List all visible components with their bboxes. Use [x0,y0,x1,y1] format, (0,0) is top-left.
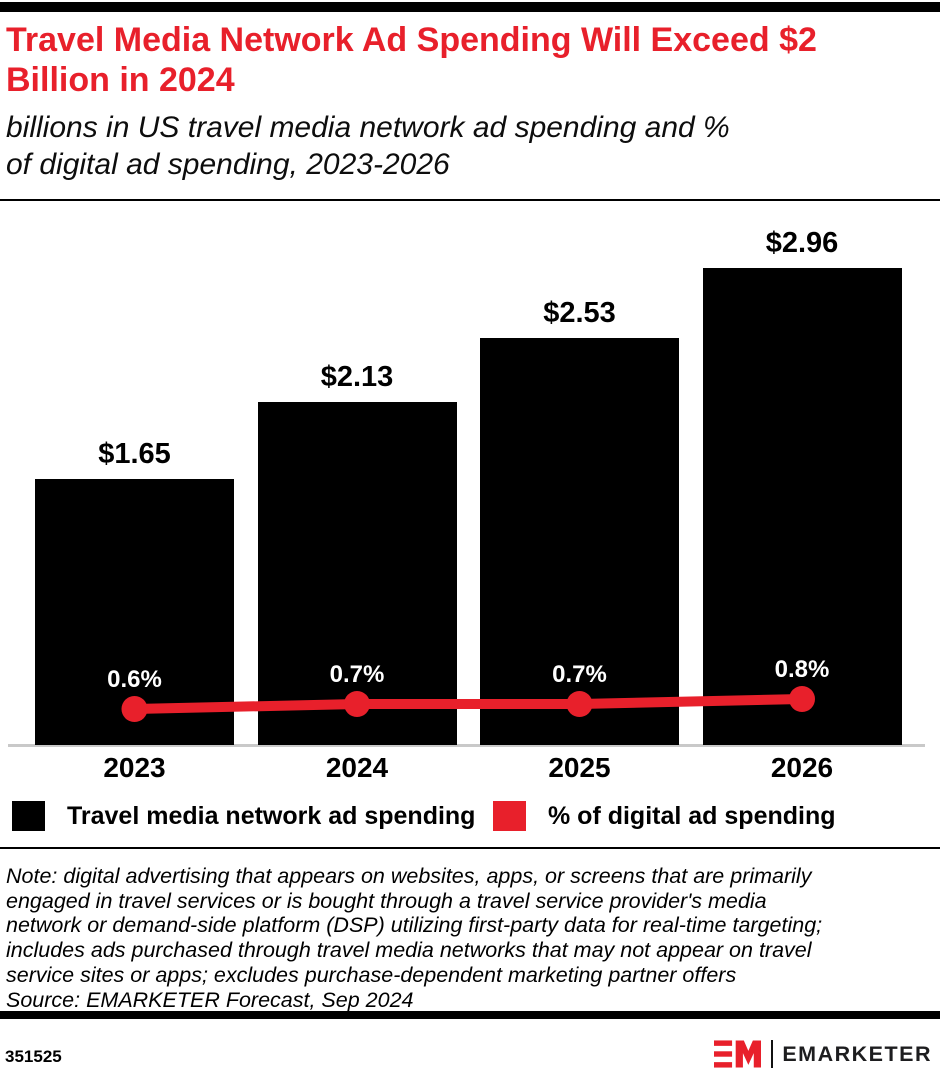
legend-swatch-red [493,801,526,831]
x-axis-label-2025: 2025 [548,752,611,783]
bar-2024 [257,402,457,745]
page-title-line-1: Travel Media Network Ad Spending Will Ex… [6,21,817,59]
bar-2026 [702,268,902,745]
legend-item-bar-series: Travel media network ad spending [12,801,475,831]
source-line: Source: EMARKETER Forecast, Sep 2024 [6,987,414,1012]
bar-value-label-2025: $2.53 [543,297,616,329]
footnote-line-2: engaged in travel services or is bought … [6,888,767,913]
page-title-line-2: Billion in 2024 [6,61,235,99]
logo-divider-bar [771,1040,774,1068]
legend-label-bar-series: Travel media network ad spending [67,802,476,830]
footnote-block: Note: digital advertising that appears o… [6,864,936,1012]
x-axis-label-2023: 2023 [103,752,166,783]
chart-subtitle-line-1: billions in US travel media network ad s… [6,111,730,144]
footnote-line-4: includes ads purchased through travel me… [6,938,812,963]
bar-value-label-2024: $2.13 [320,361,394,393]
x-axis-line [8,744,925,747]
chart-subtitle: billions in US travel media network ad s… [6,109,916,183]
top-rule-bar [0,2,940,12]
legend-label-line-series: % of digital ad spending [548,802,836,830]
pct-value-label-2024: 0.7% [329,661,385,688]
pct-value-label-2023: 0.6% [107,666,162,693]
x-axis-label-2026: 2026 [770,752,834,783]
x-axis-label-2024: 2024 [325,752,389,783]
footnote-line-3: network or demand-side platform (DSP) ut… [6,913,823,938]
emarketer-monogram-icon [714,1040,762,1068]
footnote-line-5: service sites or apps; excludes purchase… [6,962,737,987]
emarketer-logo: EMARKETER [714,1039,932,1069]
chart-id-number: 351525 [5,1047,62,1066]
bar-2023 [35,479,234,745]
footnote-line-1: Note: digital advertising that appears o… [6,864,812,888]
legend-swatch-black [12,801,45,831]
header-divider-line [0,199,940,201]
footer-rule-bar [0,1011,940,1019]
pct-value-label-2026: 0.8% [774,656,830,683]
bar-value-label-2023: $1.65 [98,438,171,470]
chart-subtitle-line-2: of digital ad spending, 2023-2026 [6,148,450,181]
note-divider-line [0,847,940,849]
legend-item-line-series: % of digital ad spending [493,801,836,831]
pct-value-label-2025: 0.7% [552,661,607,688]
page-title: Travel Media Network Ad Spending Will Ex… [6,20,906,100]
bar-value-label-2026: $2.96 [765,227,839,259]
emarketer-wordmark: EMARKETER [782,1042,932,1066]
bar-2025 [480,338,679,745]
